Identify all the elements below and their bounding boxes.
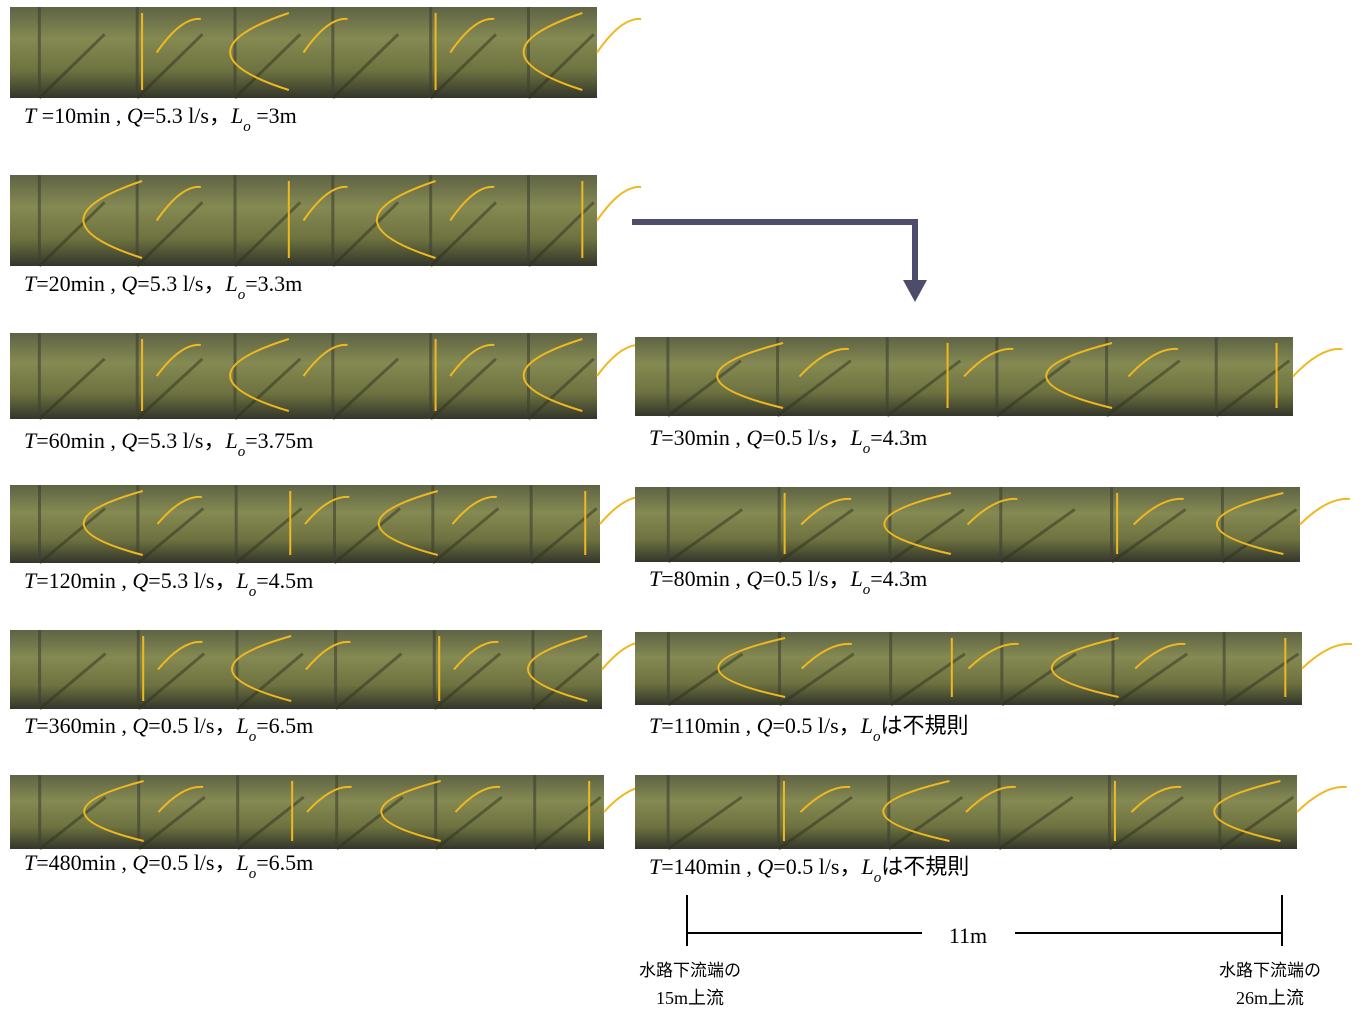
scale-end-label: 26m上流 xyxy=(1236,988,1304,1008)
photo xyxy=(10,333,641,419)
photo xyxy=(10,7,641,98)
caption: T=360min , Q=0.5 l/s，Lo=6.5m xyxy=(24,713,313,745)
photo xyxy=(635,337,1342,416)
caption: T=110min , Q=0.5 l/s，Loは不規則 xyxy=(649,713,968,745)
photo xyxy=(10,775,649,849)
caption: T=120min , Q=5.3 l/s，Lo=4.5m xyxy=(24,568,313,600)
caption: T =10min , Q=5.3 l/s，Lo =3m xyxy=(24,103,297,135)
caption-part: Q xyxy=(746,425,762,450)
photo xyxy=(10,485,644,563)
caption-part: ， xyxy=(214,851,236,876)
figure: 11m 水路下流端の 15m上流 水路下流端の 26m上流 T =10min ,… xyxy=(0,0,1363,1012)
caption-part: =5.3 l/s xyxy=(143,103,209,128)
caption-part: =120min , xyxy=(36,568,132,593)
caption-part: ， xyxy=(203,272,225,297)
caption: T=140min , Q=0.5 l/s，Loは不規則 xyxy=(649,854,969,886)
caption-part: =110min , xyxy=(661,713,756,738)
caption-part: =60min , xyxy=(36,428,121,453)
caption-part: =480min , xyxy=(36,850,132,875)
caption-part: L xyxy=(236,713,249,738)
caption-part: L xyxy=(850,425,863,450)
caption-part: L xyxy=(225,428,238,453)
caption-part: Q xyxy=(132,850,148,875)
caption-part: Q xyxy=(757,854,773,879)
caption-part: Q xyxy=(757,713,773,738)
caption-part: =3.75m xyxy=(245,428,313,453)
caption-part: ， xyxy=(839,855,861,880)
caption: T=60min , Q=5.3 l/s，Lo=3.75m xyxy=(24,428,313,460)
scale-end-label: 水路下流端の xyxy=(1219,961,1321,981)
caption-part: =5.3 l/s xyxy=(148,568,214,593)
caption-part: Q xyxy=(132,713,148,738)
caption-part: L xyxy=(850,566,863,591)
arrow xyxy=(632,222,927,302)
caption-part: Q xyxy=(121,271,137,296)
bar-outline xyxy=(1302,644,1352,669)
caption-part: =5.3 l/s xyxy=(137,271,203,296)
caption-part: ， xyxy=(209,104,231,129)
caption-part: =0.5 l/s xyxy=(148,850,214,875)
caption-part: Q xyxy=(121,428,137,453)
caption-part: ， xyxy=(203,429,225,454)
caption-part: ， xyxy=(839,714,861,739)
caption-part: =10min , xyxy=(36,103,127,128)
caption-part: L xyxy=(225,271,238,296)
scale-start-label: 水路下流端の xyxy=(639,961,741,981)
photo xyxy=(635,487,1350,562)
caption-part: =4.3m xyxy=(870,566,927,591)
photo xyxy=(10,630,646,709)
caption-part: ， xyxy=(828,567,850,592)
caption-part: L xyxy=(236,568,249,593)
caption-part: Q xyxy=(132,568,148,593)
caption-part: は不規則 xyxy=(881,855,969,880)
photo xyxy=(10,175,641,266)
bar-outline xyxy=(597,19,641,53)
caption-part: ， xyxy=(214,569,236,594)
caption-part: ， xyxy=(828,426,850,451)
caption-part: ， xyxy=(214,714,236,739)
caption-part: =6.5m xyxy=(256,850,313,875)
caption-part: =6.5m xyxy=(256,713,313,738)
caption-part: は不規則 xyxy=(880,714,968,739)
scale-start-label: 15m上流 xyxy=(656,988,724,1008)
caption-part: =4.5m xyxy=(256,568,313,593)
caption: T=480min , Q=0.5 l/s，Lo=6.5m xyxy=(24,850,313,882)
caption: T=80min , Q=0.5 l/s，Lo=4.3m xyxy=(649,566,927,598)
bar-outline xyxy=(597,345,641,376)
caption-part: Q xyxy=(127,103,143,128)
photo xyxy=(635,632,1352,705)
caption-part: =80min , xyxy=(661,566,746,591)
caption-part: =360min , xyxy=(36,713,132,738)
caption-part: L xyxy=(236,850,249,875)
bar-outline xyxy=(1293,349,1342,377)
caption-part: =30min , xyxy=(661,425,746,450)
caption-part: =0.5 l/s xyxy=(148,713,214,738)
caption-part: =0.5 l/s xyxy=(762,566,828,591)
scale-length: 11m xyxy=(949,923,987,948)
caption-part: =0.5 l/s xyxy=(772,713,838,738)
bar-outline xyxy=(1300,499,1350,525)
caption-part: L xyxy=(861,854,874,879)
caption-part: =0.5 l/s xyxy=(773,854,839,879)
caption-part: L xyxy=(860,713,873,738)
caption-part: =140min , xyxy=(661,854,757,879)
caption-part: =5.3 l/s xyxy=(137,428,203,453)
caption-part: =4.3m xyxy=(870,425,927,450)
caption-part: =3.3m xyxy=(245,271,302,296)
caption-part: =3m xyxy=(251,103,297,128)
caption: T=20min , Q=5.3 l/s，Lo=3.3m xyxy=(24,271,302,303)
caption-part: Q xyxy=(746,566,762,591)
caption-part: L xyxy=(230,103,243,128)
bar-outline xyxy=(597,187,641,221)
bar-outline xyxy=(1297,787,1347,812)
caption-part: =0.5 l/s xyxy=(762,425,828,450)
caption-part: =20min , xyxy=(36,271,121,296)
caption: T=30min , Q=0.5 l/s，Lo=4.3m xyxy=(649,425,927,457)
photo xyxy=(635,775,1347,849)
